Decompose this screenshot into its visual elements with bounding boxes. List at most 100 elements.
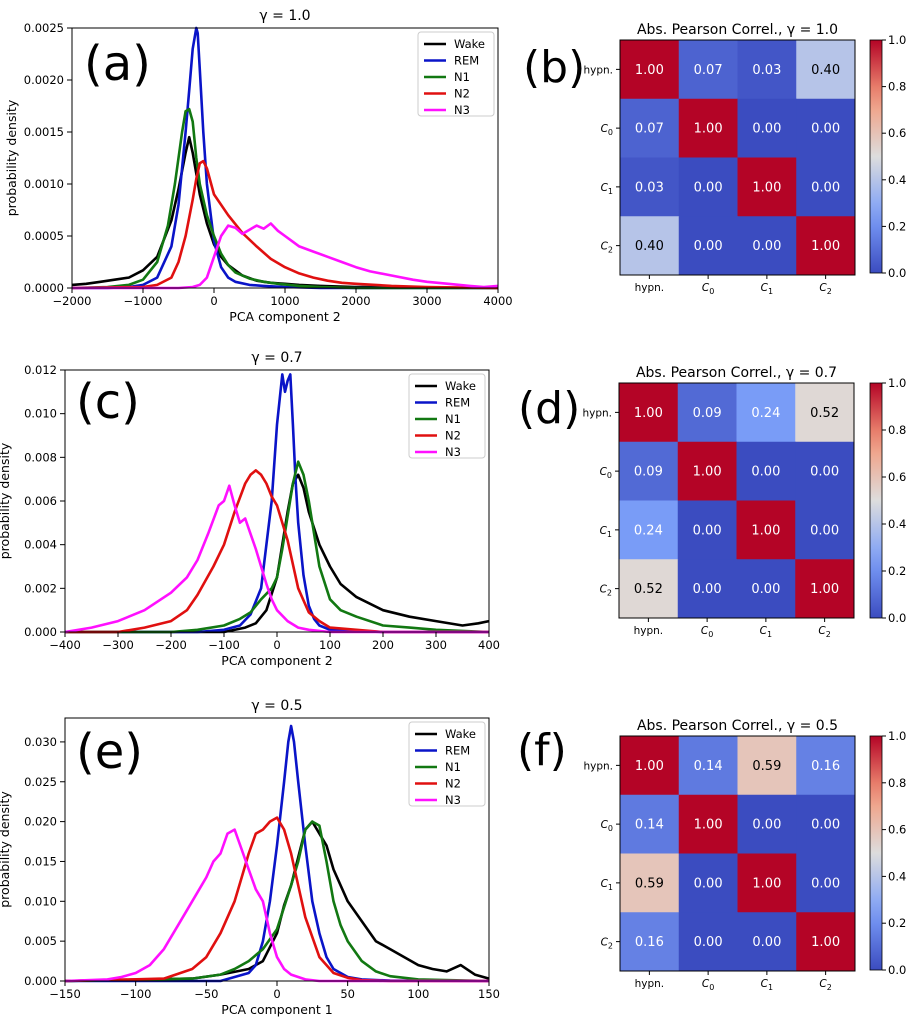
y-tick-label: 0.0015: [24, 125, 64, 139]
heatmap-value: 0.07: [694, 63, 723, 78]
heatmap-cell: [736, 441, 796, 501]
heatmap-value: 0.59: [752, 759, 781, 774]
heatmap-cell: [677, 500, 737, 560]
heatmap-title: Abs. Pearson Correl., γ = 0.5: [637, 718, 838, 734]
heatmap-value: 0.40: [635, 239, 664, 254]
x-tick-label: −400: [49, 638, 81, 652]
row-label: C1: [601, 878, 613, 892]
series-line-rem: [65, 373, 489, 634]
heatmap-value: 0.24: [751, 406, 780, 421]
y-tick-label: 0.000: [24, 974, 57, 988]
heatmap-cell: [620, 912, 680, 972]
heatmap-cell: [795, 441, 855, 501]
heatmap-value: 1.00: [752, 180, 781, 195]
row-label: C1: [600, 525, 612, 539]
heatmap-value: 1.00: [811, 239, 840, 254]
heatmap-cell: [736, 383, 796, 443]
heatmap-cell: [677, 559, 737, 619]
heatmap-cell: [678, 794, 738, 854]
col-label: C0: [701, 625, 713, 639]
y-tick-label: 0.0020: [24, 73, 64, 87]
heatmap-cell: [619, 383, 679, 443]
col-label: hypn.: [635, 282, 665, 294]
heatmap-cell: [736, 500, 796, 560]
row-label: hypn.: [582, 407, 612, 419]
colorbar-tick-label: 0.8: [888, 776, 906, 790]
heatmap-cell: [620, 853, 680, 913]
heatmap-value: 0.00: [811, 876, 840, 891]
heatmap-frame: [618, 382, 855, 619]
y-tick-label: 0.020: [24, 815, 57, 829]
y-tick-label: 0.005: [24, 934, 57, 948]
x-tick-label: 400: [478, 638, 500, 652]
row-label: C2: [600, 584, 612, 598]
heatmap-frame: [619, 39, 856, 276]
chart-title: γ = 0.5: [251, 698, 302, 714]
x-tick-label: −100: [120, 987, 152, 1001]
heatmap-cell: [795, 500, 855, 560]
heatmap-value: 1.00: [634, 406, 663, 421]
colorbar-tick-label: 0.2: [888, 219, 906, 233]
heatmap-cell: [620, 157, 680, 217]
heatmap-value: 1.00: [693, 465, 722, 480]
x-tick-label: 0: [273, 987, 280, 1001]
series-line-rem: [65, 724, 490, 983]
heatmap-cell: [796, 40, 856, 100]
legend-label: REM: [445, 396, 470, 410]
heatmap-frame: [619, 735, 856, 972]
heatmap-cell: [796, 216, 856, 276]
x-axis-label: PCA component 2: [221, 653, 332, 668]
heatmap-value: 0.59: [635, 876, 664, 891]
heatmap-value: 0.00: [694, 239, 723, 254]
colorbar-tick-label: 0.4: [888, 517, 906, 531]
y-tick-label: 0.006: [24, 494, 57, 508]
heatmap-value: 0.00: [811, 180, 840, 195]
heatmap-value: 0.00: [693, 523, 722, 538]
colorbar-tick-label: 0.8: [888, 423, 906, 437]
colorbar-tick-label: 0.4: [888, 173, 906, 187]
y-tick-label: 0.002: [24, 581, 57, 595]
heatmap-value: 0.00: [751, 465, 780, 480]
row-label: C2: [601, 937, 613, 951]
heatmap-cell: [620, 98, 680, 158]
heatmap-cell: [620, 216, 680, 276]
x-tick-label: 1000: [270, 294, 299, 308]
series-group: [71, 26, 499, 290]
col-label: C1: [761, 978, 773, 992]
legend-label: N1: [445, 760, 461, 774]
y-tick-label: 0.015: [24, 854, 57, 868]
x-tick-label: 2000: [341, 294, 370, 308]
heatmap-value: 0.00: [811, 818, 840, 833]
y-tick-label: 0.010: [24, 894, 57, 908]
heatmap-title: Abs. Pearson Correl., γ = 1.0: [637, 22, 838, 38]
x-tick-label: 200: [372, 638, 394, 652]
heatmap-value: 0.00: [752, 818, 781, 833]
heatmap-value: 0.52: [634, 582, 663, 597]
legend-box: [408, 721, 486, 807]
heatmap-cell: [678, 912, 738, 972]
x-tick-label: 3000: [412, 294, 441, 308]
x-tick-label: −200: [155, 638, 187, 652]
heatmap-cell: [796, 794, 856, 854]
heatmap-value: 0.00: [693, 582, 722, 597]
series-line-n1: [65, 460, 490, 634]
heatmap-cell: [737, 98, 797, 158]
heatmap-value: 1.00: [810, 582, 839, 597]
legend-label: N2: [445, 777, 461, 791]
heatmap-title: Abs. Pearson Correl., γ = 0.7: [636, 365, 837, 381]
x-tick-label: 4000: [483, 294, 512, 308]
heatmap-value: 0.16: [635, 935, 664, 950]
y-tick-label: 0.010: [24, 407, 57, 421]
y-tick-label: 0.0025: [24, 21, 64, 35]
heatmap-value: 0.09: [634, 465, 663, 480]
heatmap-cell: [619, 500, 679, 560]
heatmap-cell: [620, 736, 680, 796]
y-tick-label: 0.008: [24, 450, 57, 464]
heatmap-value: 1.00: [635, 759, 664, 774]
row-label: C0: [600, 466, 612, 480]
heatmap-cell: [737, 736, 797, 796]
x-tick-label: 0: [210, 294, 217, 308]
legend-label: Wake: [454, 37, 485, 51]
panel-letter: (b): [523, 42, 585, 93]
heatmap-value: 0.00: [752, 935, 781, 950]
